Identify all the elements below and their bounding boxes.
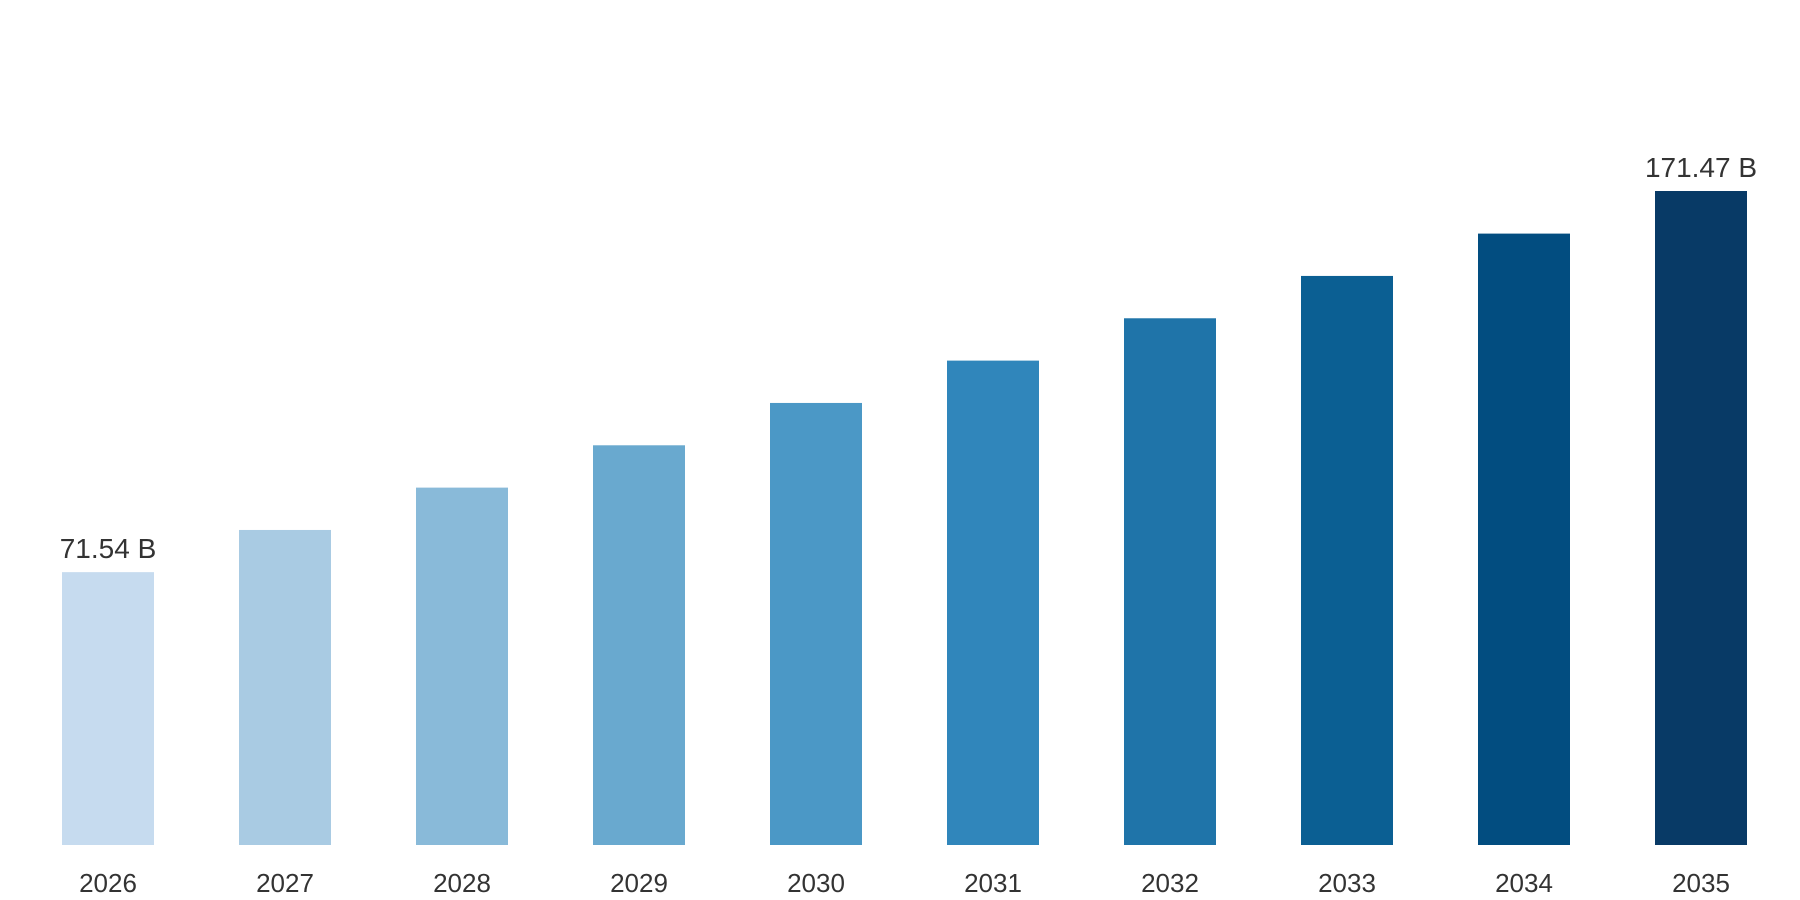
bar-2034 [1478, 233, 1570, 845]
x-tick-label-2032: 2032 [1141, 868, 1199, 898]
x-tick-label-2034: 2034 [1495, 868, 1553, 898]
x-tick-label-2028: 2028 [433, 868, 491, 898]
bar-2030 [770, 402, 862, 845]
bar-2028 [416, 487, 508, 845]
bar-2035 [1655, 191, 1747, 845]
x-tick-label-2029: 2029 [610, 868, 668, 898]
x-tick-label-2035: 2035 [1672, 868, 1730, 898]
x-tick-label-2030: 2030 [787, 868, 845, 898]
data-labels-group: 71.54 B 171.47 B [60, 152, 1757, 564]
bar-2026 [62, 572, 154, 845]
x-axis-tick-labels: 2026 2027 2028 2029 2030 2031 2032 2033 2034 2035 [79, 868, 1730, 898]
x-tick-label-2026: 2026 [79, 868, 137, 898]
x-tick-label-2033: 2033 [1318, 868, 1376, 898]
bars-group [62, 191, 1747, 846]
x-tick-label-2031: 2031 [964, 868, 1022, 898]
bar-2031 [947, 360, 1039, 845]
bar-2029 [593, 445, 685, 845]
bar-2032 [1124, 318, 1216, 846]
bar-2027 [239, 529, 331, 845]
bar-2033 [1301, 275, 1393, 845]
data-label-2026: 71.54 B [60, 533, 157, 564]
x-tick-label-2027: 2027 [256, 868, 314, 898]
data-label-2035: 171.47 B [1645, 152, 1757, 183]
